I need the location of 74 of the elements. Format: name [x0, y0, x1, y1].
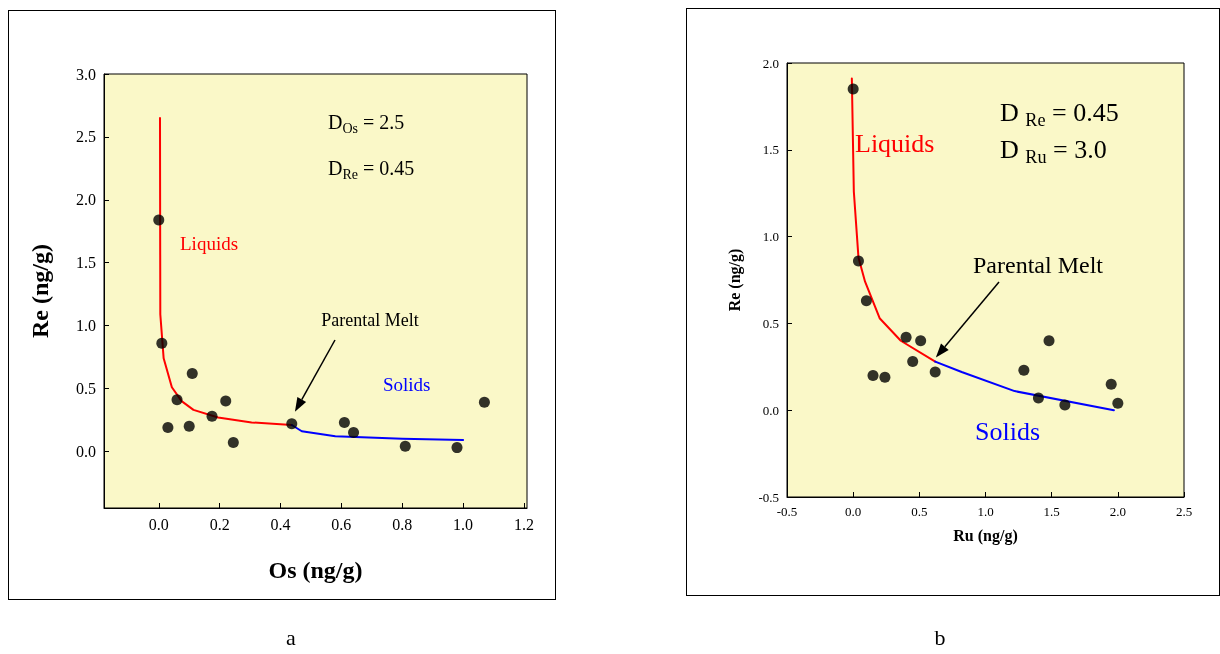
- point: [227, 437, 239, 449]
- y-tick-label: 2.0: [762, 55, 779, 71]
- point: [900, 331, 912, 343]
- point: [915, 335, 927, 347]
- annotation: D $_{Ru}$ = 3.0: [1000, 135, 1107, 168]
- y-axis-title: Re (ng/g): [27, 244, 53, 338]
- point: [220, 395, 232, 407]
- point: [451, 442, 463, 454]
- point: [153, 214, 165, 226]
- text: a: [286, 625, 296, 650]
- text: Solids: [383, 373, 431, 395]
- y-tick-label: 1.0: [76, 317, 96, 335]
- x-tick-label: 1.0: [453, 515, 474, 533]
- y-tick-label: 1.5: [76, 254, 96, 272]
- x-tick-label: 0.8: [392, 515, 413, 533]
- series-label: Liquids: [180, 232, 239, 254]
- point: [907, 356, 919, 368]
- point: [206, 410, 218, 422]
- y-axis-title: Re (ng/g): [725, 248, 744, 312]
- annotation: D$_{Os}$ = 2.5: [328, 111, 405, 137]
- point: [867, 369, 879, 381]
- x-tick-label: 1.0: [977, 504, 994, 519]
- x-tick-label: 2.5: [1175, 504, 1193, 519]
- point: [1043, 335, 1055, 347]
- annotation: Parental Melt: [321, 310, 419, 330]
- point: [286, 418, 298, 430]
- y-tick-label: 3.0: [76, 65, 96, 83]
- point: [348, 427, 360, 439]
- x-axis-title: Os (ng/g): [268, 557, 363, 583]
- y-tick-label: 2.0: [76, 191, 96, 209]
- point: [1032, 392, 1044, 404]
- point: [171, 394, 183, 406]
- y-tick-label: 1.5: [762, 142, 779, 158]
- x-tick-label: 1.2: [513, 515, 534, 533]
- point: [1105, 378, 1117, 390]
- y-tick-label: 0.5: [762, 315, 779, 331]
- point: [186, 367, 198, 379]
- point: [1059, 399, 1071, 411]
- y-tick-label: 0.0: [762, 402, 779, 418]
- series-label: Liquids: [855, 129, 935, 158]
- y-tick-label: -0.5: [758, 489, 779, 505]
- point: [1112, 397, 1124, 409]
- series-label: Solids: [975, 417, 1041, 446]
- x-tick-label: 0.6: [331, 515, 352, 533]
- annotation: D $_{Re}$ = 0.45: [1000, 98, 1119, 131]
- annotation: Parental Melt: [973, 252, 1103, 278]
- point: [156, 337, 168, 349]
- point: [478, 396, 490, 408]
- point: [162, 421, 174, 433]
- point: [879, 371, 891, 383]
- point: [852, 255, 864, 267]
- point: [847, 83, 859, 95]
- y-tick-label: 2.5: [76, 128, 96, 146]
- point: [338, 416, 350, 428]
- x-tick-label: 1.5: [1043, 504, 1060, 519]
- x-tick-label: 0.0: [148, 515, 169, 533]
- x-axis-title: Ru (ng/g): [953, 526, 1018, 545]
- x-tick-label: 0.0: [845, 504, 862, 519]
- x-tick-label: 0.2: [209, 515, 230, 533]
- line-series: [850, 77, 937, 363]
- y-tick-label: 1.0: [762, 229, 779, 245]
- x-tick-label: 0.5: [911, 504, 928, 519]
- x-tick-label: 0.4: [270, 515, 291, 533]
- y-tick-label: 0.0: [76, 442, 96, 460]
- text: b: [934, 625, 946, 650]
- x-tick-label: 2.0: [1109, 504, 1126, 519]
- x-tick-label: -0.5: [776, 504, 798, 519]
- point: [929, 366, 941, 378]
- point: [183, 420, 195, 432]
- point: [1018, 364, 1030, 376]
- point: [399, 440, 411, 452]
- annotation: D$_{Re}$ = 0.45: [328, 157, 415, 183]
- point: [860, 295, 872, 307]
- y-tick-label: 0.5: [76, 379, 96, 397]
